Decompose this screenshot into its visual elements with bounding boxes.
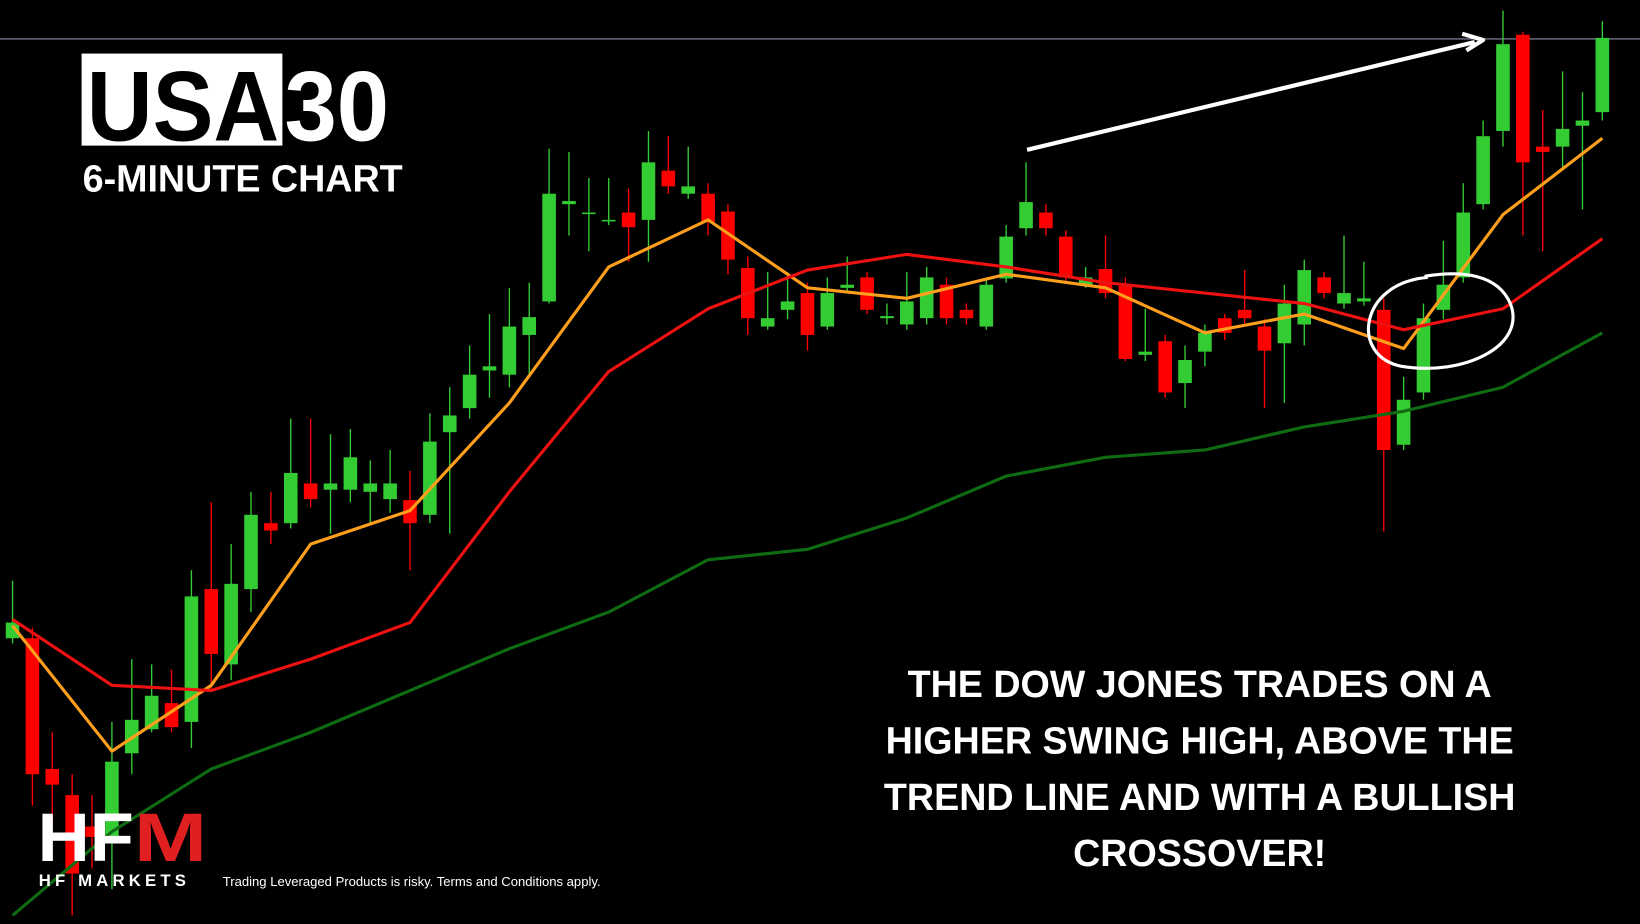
candle-body xyxy=(542,193,556,302)
candle-body xyxy=(1237,309,1252,319)
arrow-head xyxy=(1461,31,1486,53)
plot-area xyxy=(0,10,1640,917)
candle-body xyxy=(780,301,795,310)
candle-body xyxy=(1416,318,1431,393)
candle-body xyxy=(1396,399,1411,445)
candle-body xyxy=(224,583,238,665)
candle-body xyxy=(1257,326,1272,351)
candle-body xyxy=(1555,128,1570,147)
title-main: USA xyxy=(87,51,279,162)
candle-body xyxy=(701,193,715,222)
candle-body xyxy=(1595,37,1610,113)
candle-body xyxy=(244,514,258,590)
candle-body xyxy=(462,374,477,409)
candle-body xyxy=(661,170,676,187)
candle-body xyxy=(959,309,974,319)
candle-body xyxy=(1535,146,1550,152)
candle-body xyxy=(681,186,696,194)
candle-body xyxy=(939,284,954,319)
candle-body xyxy=(1039,212,1053,229)
candle-body xyxy=(562,201,576,205)
candle-body xyxy=(1337,293,1351,304)
candle-body xyxy=(582,212,596,215)
candle-body xyxy=(641,162,656,220)
disclaimer: Trading Leveraged Products is risky. Ter… xyxy=(223,874,601,889)
candle-body xyxy=(979,284,994,327)
candle-body xyxy=(1376,309,1391,450)
title-box xyxy=(81,53,283,146)
candle-body xyxy=(1019,202,1033,229)
candle-body xyxy=(502,326,517,375)
candle-body xyxy=(1575,120,1590,126)
highlight-circle xyxy=(1366,272,1515,370)
logo-name: HF MARKETS xyxy=(39,871,190,890)
annotation-line: THE DOW JONES TRADES ON A xyxy=(908,663,1492,705)
candle-body xyxy=(820,293,835,327)
candle-body xyxy=(1297,270,1312,325)
candle-body xyxy=(383,483,397,500)
candle-body xyxy=(999,236,1013,279)
annotation-line: CROSSOVER! xyxy=(1073,832,1326,874)
moving-average-line xyxy=(11,331,1604,917)
candle-body xyxy=(1058,236,1073,278)
candle-body xyxy=(303,483,318,500)
candle-body xyxy=(283,472,298,524)
candle-body xyxy=(840,284,854,288)
candle-body xyxy=(880,316,894,319)
candle-body xyxy=(1198,332,1212,352)
candle-body xyxy=(363,483,378,492)
annotation-line: TREND LINE AND WITH A BULLISH xyxy=(884,776,1515,818)
candle-body xyxy=(900,301,914,325)
candle-body xyxy=(264,523,278,531)
candle-body xyxy=(1178,360,1192,384)
candle-body xyxy=(621,212,636,228)
candle-body xyxy=(919,277,934,319)
candle-body xyxy=(1138,351,1153,355)
annotation-line: HIGHER SWING HIGH, ABOVE THE xyxy=(886,719,1514,761)
candle-body xyxy=(1476,136,1490,205)
candle-body xyxy=(65,795,79,874)
candle-body xyxy=(45,768,60,785)
title-number: 30 xyxy=(284,51,389,162)
candle-body xyxy=(482,366,497,371)
candle-body xyxy=(5,622,20,639)
candle-body xyxy=(105,761,119,837)
candle-body xyxy=(1496,44,1510,131)
candle-body xyxy=(204,589,219,654)
candle-body xyxy=(1158,341,1172,393)
candle-body xyxy=(1118,285,1133,359)
candle-body xyxy=(601,219,616,222)
candle-body xyxy=(85,826,99,837)
candle-body xyxy=(423,441,437,515)
candle-body xyxy=(1516,34,1530,163)
candle-body xyxy=(323,483,338,490)
candle-body xyxy=(1277,303,1292,344)
trend-line xyxy=(1026,40,1476,152)
candle-body xyxy=(1317,277,1331,294)
annotation: THE DOW JONES TRADES ON A HIGHER SWING H… xyxy=(884,663,1515,874)
logo-mark: HF xyxy=(38,799,134,876)
moving-average-line xyxy=(11,137,1604,753)
candle-body xyxy=(343,457,358,490)
candle-body xyxy=(1357,298,1371,302)
candle-body xyxy=(800,293,815,335)
candle-body xyxy=(760,318,775,327)
candle-body xyxy=(522,317,537,335)
candle-body xyxy=(25,638,40,775)
subtitle: 6-MINUTE CHART xyxy=(83,158,403,200)
candle-body xyxy=(442,415,457,433)
candle-body xyxy=(721,211,735,260)
logo-mark-accent: M xyxy=(134,799,207,876)
moving-average-line xyxy=(11,237,1604,693)
